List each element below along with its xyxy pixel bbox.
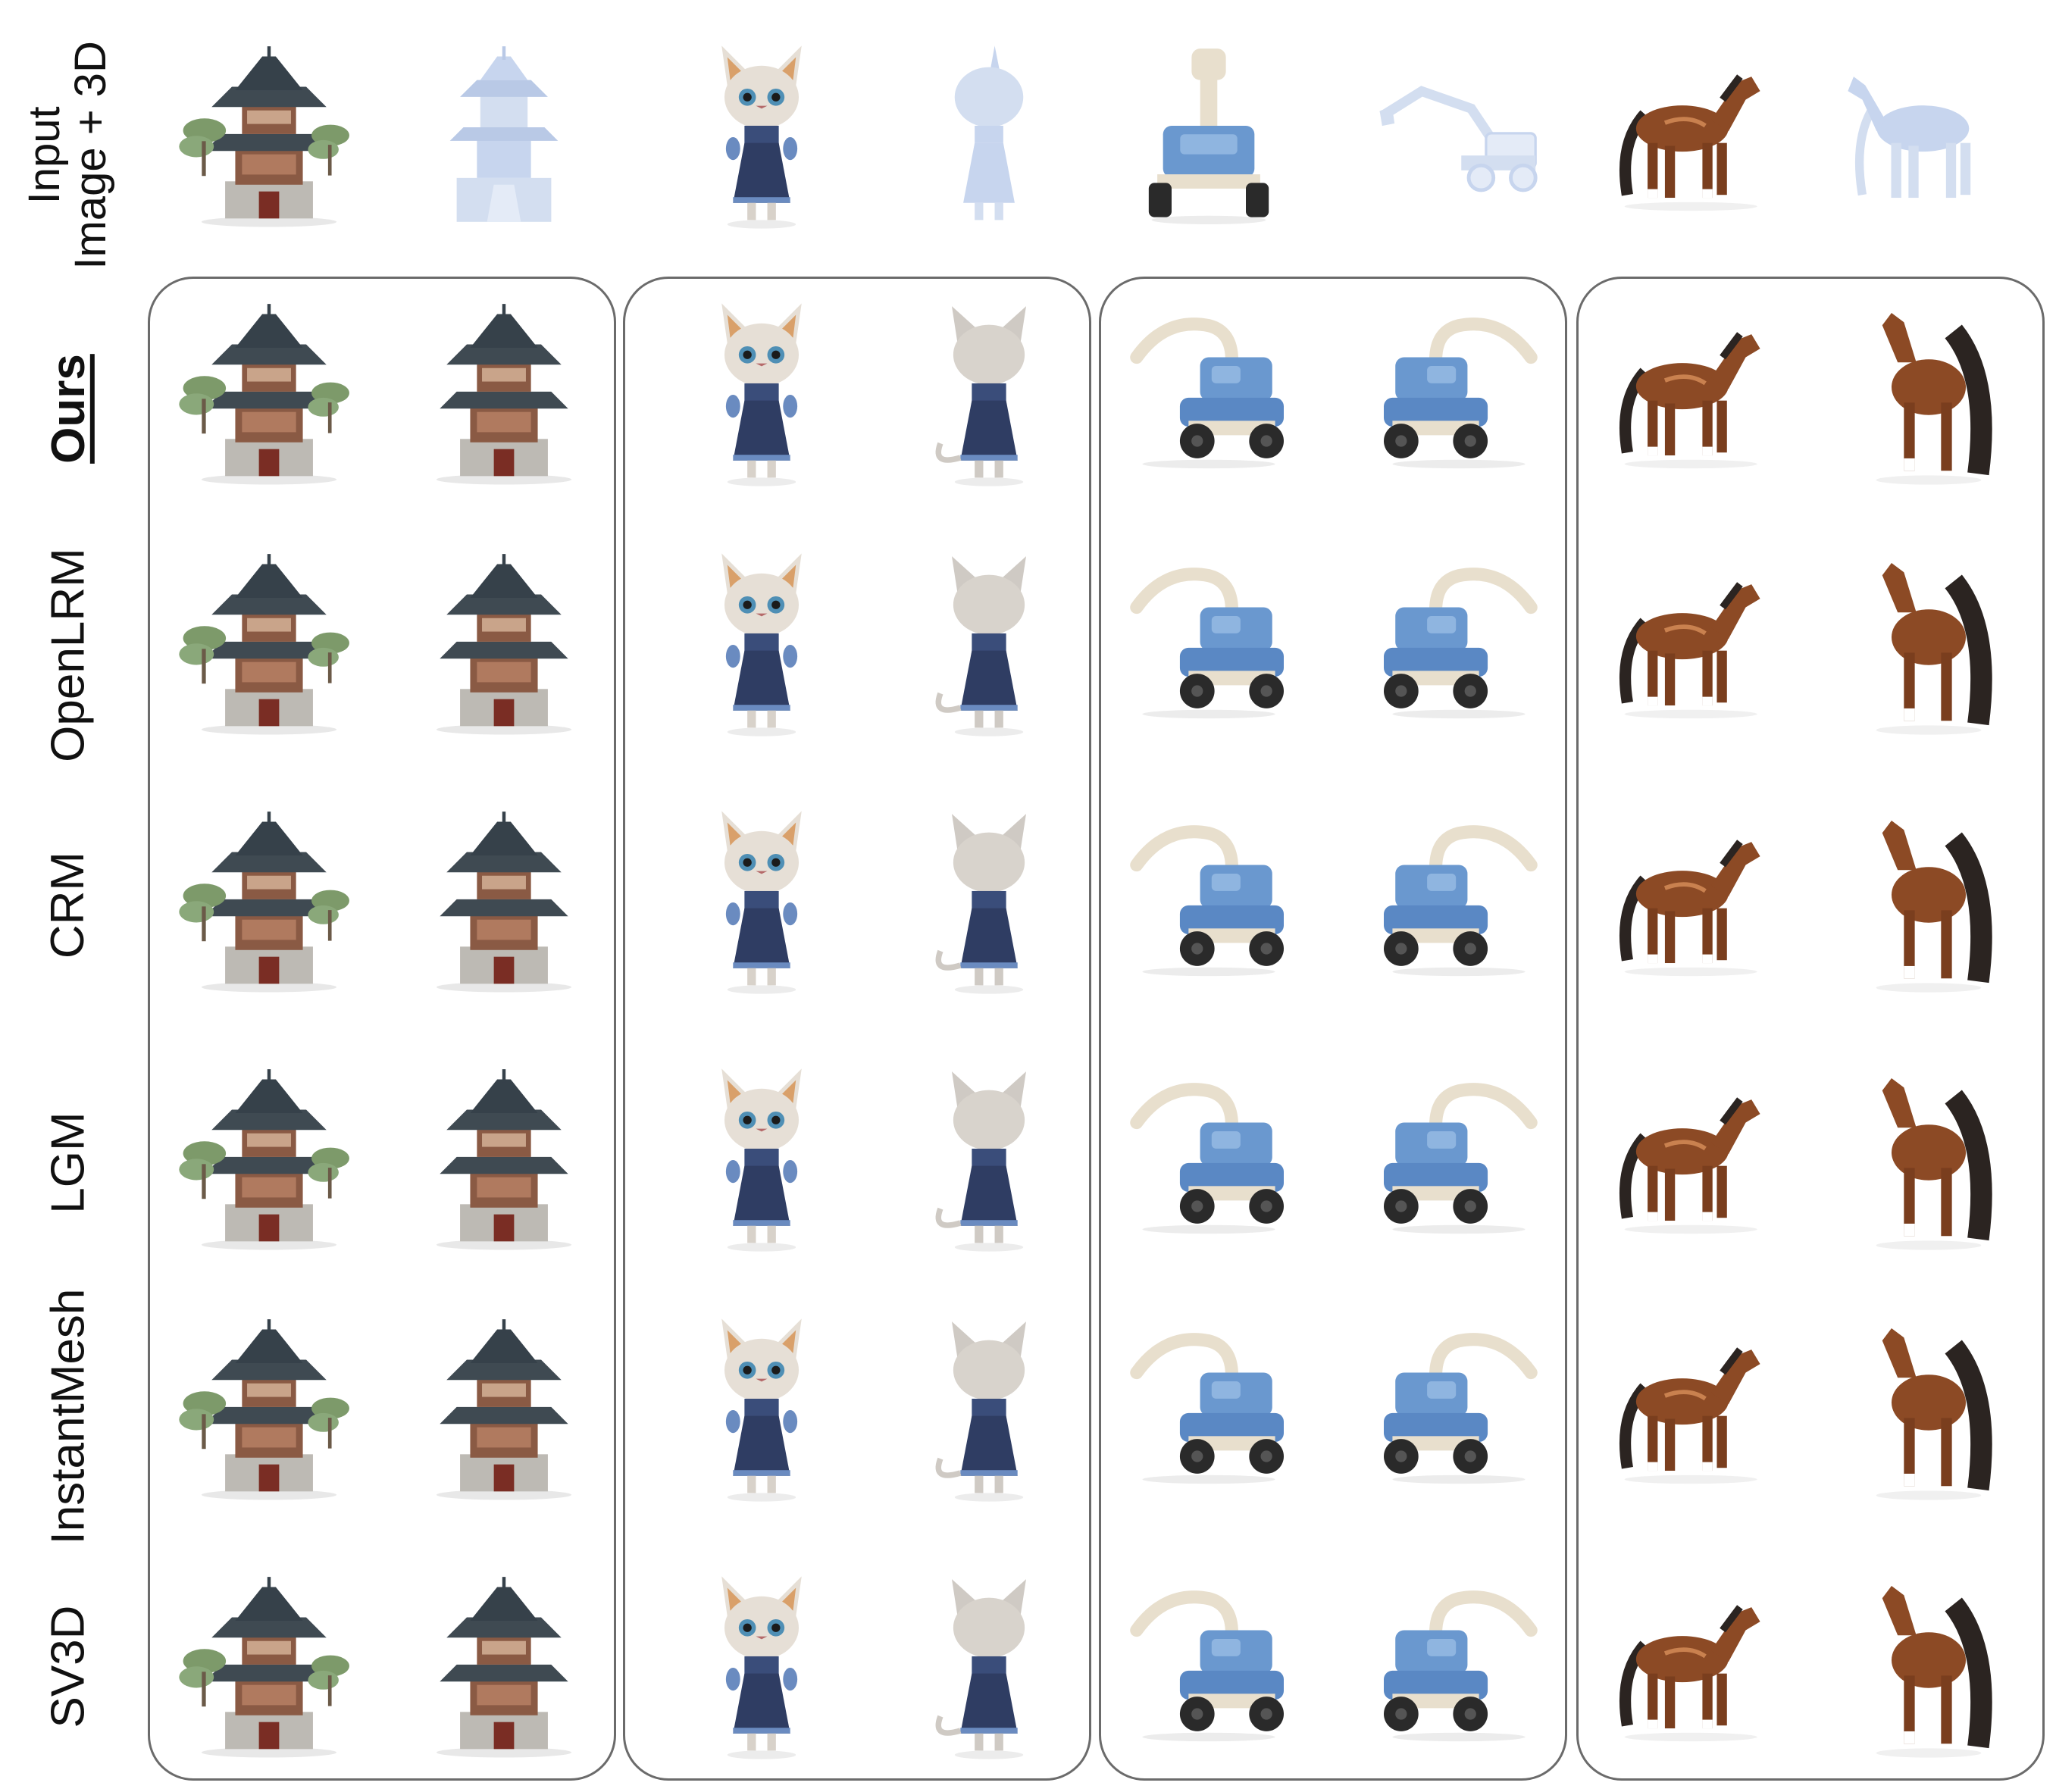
row-label-instantmesh: InstantMesh: [23, 1288, 114, 1546]
thumb-instantmesh-horse-view2: [1834, 1303, 2023, 1508]
thumb-ours-horse-view1: [1599, 288, 1788, 493]
row-label-ours-text: Ours: [42, 354, 95, 464]
row-label-instantmesh-text: InstantMesh: [42, 1289, 95, 1545]
row-label-crm-text: CRM: [42, 852, 95, 959]
thumb-ours-pagoda-view1: [174, 288, 364, 493]
thumb-input-excavator-view2: [1364, 30, 1554, 235]
thumb-lgm-horse-view1: [1599, 1053, 1788, 1258]
row-label-openlrm: OpenLRM: [23, 530, 114, 780]
thumb-sv3d-horse-view1: [1599, 1561, 1788, 1765]
thumb-input-pagoda-view1: [174, 30, 364, 235]
thumb-crm-pagoda-view2: [409, 796, 599, 1000]
thumb-openlrm-cat-view1: [667, 538, 856, 743]
row-label-sv3d-text: SV3D: [42, 1606, 95, 1728]
thumb-lgm-cat-view2: [894, 1053, 1084, 1258]
thumb-lgm-pagoda-view2: [409, 1053, 599, 1258]
row-label-input-text: Input Image + 3D: [20, 41, 116, 270]
thumb-crm-horse-view2: [1834, 796, 2023, 1000]
thumb-lgm-horse-view2: [1834, 1053, 2023, 1258]
thumb-openlrm-horse-view2: [1834, 538, 2023, 743]
row-label-sv3d: SV3D: [23, 1546, 114, 1788]
thumb-instantmesh-excavator-view2: [1364, 1303, 1554, 1508]
thumb-openlrm-excavator-view2: [1364, 538, 1554, 743]
thumb-sv3d-cat-view1: [667, 1561, 856, 1765]
thumb-ours-pagoda-view2: [409, 288, 599, 493]
thumb-openlrm-horse-view1: [1599, 538, 1788, 743]
thumb-ours-cat-view2: [894, 288, 1084, 493]
thumb-instantmesh-cat-view1: [667, 1303, 856, 1508]
row-label-lgm-text: LGM: [42, 1112, 95, 1215]
thumb-sv3d-pagoda-view2: [409, 1561, 599, 1765]
thumb-instantmesh-pagoda-view2: [409, 1303, 599, 1508]
thumb-crm-cat-view1: [667, 796, 856, 1000]
thumb-sv3d-excavator-view2: [1364, 1561, 1554, 1765]
thumb-ours-excavator-view1: [1114, 288, 1303, 493]
thumb-openlrm-excavator-view1: [1114, 538, 1303, 743]
thumb-lgm-excavator-view1: [1114, 1053, 1303, 1258]
row-label-crm: CRM: [23, 780, 114, 1030]
thumb-sv3d-pagoda-view1: [174, 1561, 364, 1765]
thumb-instantmesh-horse-view1: [1599, 1303, 1788, 1508]
row-label-lgm: LGM: [23, 1038, 114, 1288]
thumb-openlrm-pagoda-view1: [174, 538, 364, 743]
row-label-ours: Ours: [23, 288, 114, 530]
thumb-openlrm-cat-view2: [894, 538, 1084, 743]
thumb-lgm-excavator-view2: [1364, 1053, 1554, 1258]
group-box-excavator: [1099, 277, 1567, 1781]
group-box-pagoda: [148, 277, 616, 1781]
thumb-input-pagoda-view2: [409, 30, 599, 235]
thumb-crm-cat-view2: [894, 796, 1084, 1000]
thumb-sv3d-cat-view2: [894, 1561, 1084, 1765]
thumb-sv3d-excavator-view1: [1114, 1561, 1303, 1765]
thumb-ours-horse-view2: [1834, 288, 2023, 493]
thumb-lgm-pagoda-view1: [174, 1053, 364, 1258]
thumb-input-horse-view2: [1834, 30, 2023, 235]
group-box-cat: [623, 277, 1091, 1781]
row-label-openlrm-text: OpenLRM: [42, 548, 95, 763]
thumb-ours-cat-view1: [667, 288, 856, 493]
thumb-input-excavator-view1: [1114, 30, 1303, 235]
thumb-input-cat-view1: [667, 30, 856, 235]
group-box-horse: [1576, 277, 2045, 1781]
thumb-lgm-cat-view1: [667, 1053, 856, 1258]
thumb-crm-horse-view1: [1599, 796, 1788, 1000]
thumb-crm-excavator-view2: [1364, 796, 1554, 1000]
thumb-input-horse-view1: [1599, 30, 1788, 235]
thumb-instantmesh-pagoda-view1: [174, 1303, 364, 1508]
thumb-input-cat-view2: [894, 30, 1084, 235]
thumb-instantmesh-excavator-view1: [1114, 1303, 1303, 1508]
thumb-ours-excavator-view2: [1364, 288, 1554, 493]
thumb-sv3d-horse-view2: [1834, 1561, 2023, 1765]
thumb-openlrm-pagoda-view2: [409, 538, 599, 743]
thumb-crm-excavator-view1: [1114, 796, 1303, 1000]
thumb-crm-pagoda-view1: [174, 796, 364, 1000]
row-label-input: Input Image + 3D: [20, 23, 116, 288]
thumb-instantmesh-cat-view2: [894, 1303, 1084, 1508]
